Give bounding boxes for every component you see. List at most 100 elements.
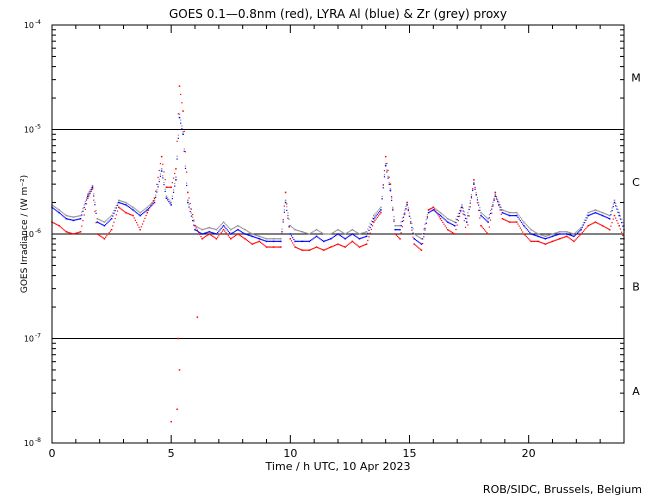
flare-class-label-a: A <box>632 385 640 398</box>
data-point <box>465 233 468 235</box>
data-point <box>95 212 97 214</box>
data-point <box>361 245 363 247</box>
data-point <box>479 209 481 211</box>
data-point <box>217 227 219 230</box>
data-point <box>110 228 113 231</box>
data-point <box>230 238 232 240</box>
data-point <box>84 203 86 205</box>
data-point <box>187 199 189 202</box>
data-point <box>52 222 54 224</box>
data-point <box>257 235 259 237</box>
data-point <box>616 205 618 208</box>
data-point <box>169 202 171 204</box>
data-point <box>383 174 386 176</box>
data-point <box>100 235 102 237</box>
data-point <box>404 212 406 214</box>
data-point <box>306 240 308 242</box>
data-point <box>469 200 471 202</box>
data-point <box>166 186 169 188</box>
data-point <box>281 228 283 230</box>
data-point <box>171 195 173 197</box>
data-point <box>70 216 72 218</box>
data-point <box>96 221 99 223</box>
data-point <box>505 219 507 222</box>
data-point <box>508 211 511 214</box>
data-point <box>158 178 160 180</box>
data-point <box>130 214 132 216</box>
data-point <box>137 213 139 215</box>
data-point <box>270 240 272 242</box>
data-point <box>499 206 501 208</box>
data-point <box>445 227 448 229</box>
data-point <box>597 210 599 212</box>
flare-class-labels: M C B A <box>631 71 641 398</box>
data-point <box>93 193 95 195</box>
data-point <box>138 214 140 216</box>
data-point <box>597 213 599 215</box>
data-point <box>492 205 494 207</box>
data-point <box>279 240 281 242</box>
data-point <box>282 221 284 223</box>
data-point <box>505 210 507 212</box>
y-tick-label: 10 <box>24 21 34 30</box>
data-point <box>170 204 172 206</box>
data-point <box>64 217 66 219</box>
data-point <box>133 207 135 209</box>
data-point <box>344 233 346 235</box>
data-point <box>306 232 308 234</box>
data-point <box>63 213 65 215</box>
data-point <box>503 209 505 211</box>
data-point <box>225 232 227 234</box>
data-point <box>160 155 163 158</box>
data-point <box>85 197 88 199</box>
data-point <box>393 215 395 218</box>
data-point <box>103 238 106 240</box>
data-point <box>519 227 521 229</box>
data-point <box>396 225 399 227</box>
data-point <box>170 420 172 423</box>
data-point <box>452 232 455 234</box>
data-point <box>499 209 501 211</box>
data-point <box>599 214 601 216</box>
data-point <box>75 216 77 218</box>
data-point <box>221 230 224 232</box>
data-point <box>468 208 470 211</box>
data-point <box>162 177 164 179</box>
data-point <box>58 224 60 227</box>
data-point <box>141 213 144 215</box>
data-point <box>391 197 393 199</box>
data-point <box>603 215 605 217</box>
data-point <box>492 201 494 204</box>
data-point <box>468 215 470 217</box>
data-point <box>388 183 390 186</box>
data-point <box>130 207 132 209</box>
flare-class-label-m: M <box>631 71 641 84</box>
data-point <box>94 201 96 203</box>
data-point <box>364 244 367 246</box>
data-point <box>272 238 275 240</box>
data-point <box>605 213 607 215</box>
data-point <box>218 230 220 232</box>
data-point <box>569 232 571 234</box>
data-point <box>554 239 556 242</box>
data-point <box>525 227 527 230</box>
data-point <box>399 238 401 240</box>
data-point <box>570 234 573 237</box>
data-point <box>518 215 520 217</box>
data-point <box>591 213 593 215</box>
data-point <box>152 200 154 202</box>
data-point <box>232 227 234 229</box>
data-point <box>494 193 497 196</box>
data-point <box>562 233 564 235</box>
data-point <box>360 233 362 235</box>
data-point <box>436 209 438 211</box>
data-point <box>586 226 588 228</box>
data-point <box>480 211 482 214</box>
data-point <box>608 214 611 217</box>
data-point <box>498 203 500 206</box>
data-point <box>326 248 328 250</box>
data-point <box>246 234 249 236</box>
data-point <box>209 234 212 236</box>
data-point <box>601 214 604 217</box>
data-point <box>553 240 555 242</box>
